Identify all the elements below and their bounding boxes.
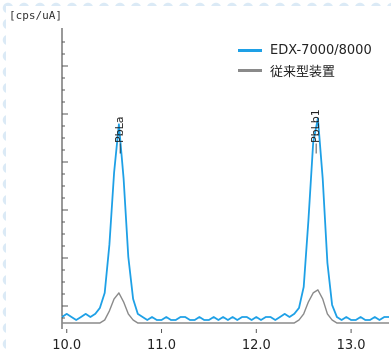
series-line-1 (62, 289, 389, 324)
spectrum-chart: —PbLa —PbLb1 10.0 11.0 12.0 13.0 (52, 28, 389, 353)
legend: EDX-7000/8000 従来型装置 (238, 40, 372, 80)
x-tick-label: 12.0 (242, 338, 271, 353)
x-tick-label: 13.0 (337, 338, 366, 353)
legend-label-edx: EDX-7000/8000 (270, 42, 372, 58)
legend-entry-edx: EDX-7000/8000 (238, 40, 372, 60)
legend-label-conventional: 従来型装置 (270, 64, 336, 80)
peak-label: —PbLb1 (309, 109, 322, 154)
tick-layer: 10.0 11.0 12.0 13.0 (52, 329, 366, 353)
peak-annotation-pbla: —PbLa (113, 117, 126, 155)
peak-annotation-pblb1: —PbLb1 (309, 109, 322, 154)
series-line-0 (61, 117, 389, 321)
peak-label: —PbLa (113, 117, 126, 155)
axes-layer (61, 28, 68, 329)
chart-panel: [cps/uA] —PbLa —PbLb1 10.0 11.0 12.0 13.0 ED… (6, 6, 391, 355)
series-layer (61, 117, 389, 324)
legend-entry-conventional: 従来型装置 (238, 60, 372, 80)
x-tick-label: 10.0 (52, 338, 81, 353)
x-tick-label: 11.0 (147, 338, 176, 353)
y-unit-label: [cps/uA] (9, 9, 62, 22)
legend-swatch-edx (238, 48, 262, 52)
legend-swatch-conventional (238, 68, 262, 72)
annotation-layer: —PbLa —PbLb1 (113, 109, 322, 154)
